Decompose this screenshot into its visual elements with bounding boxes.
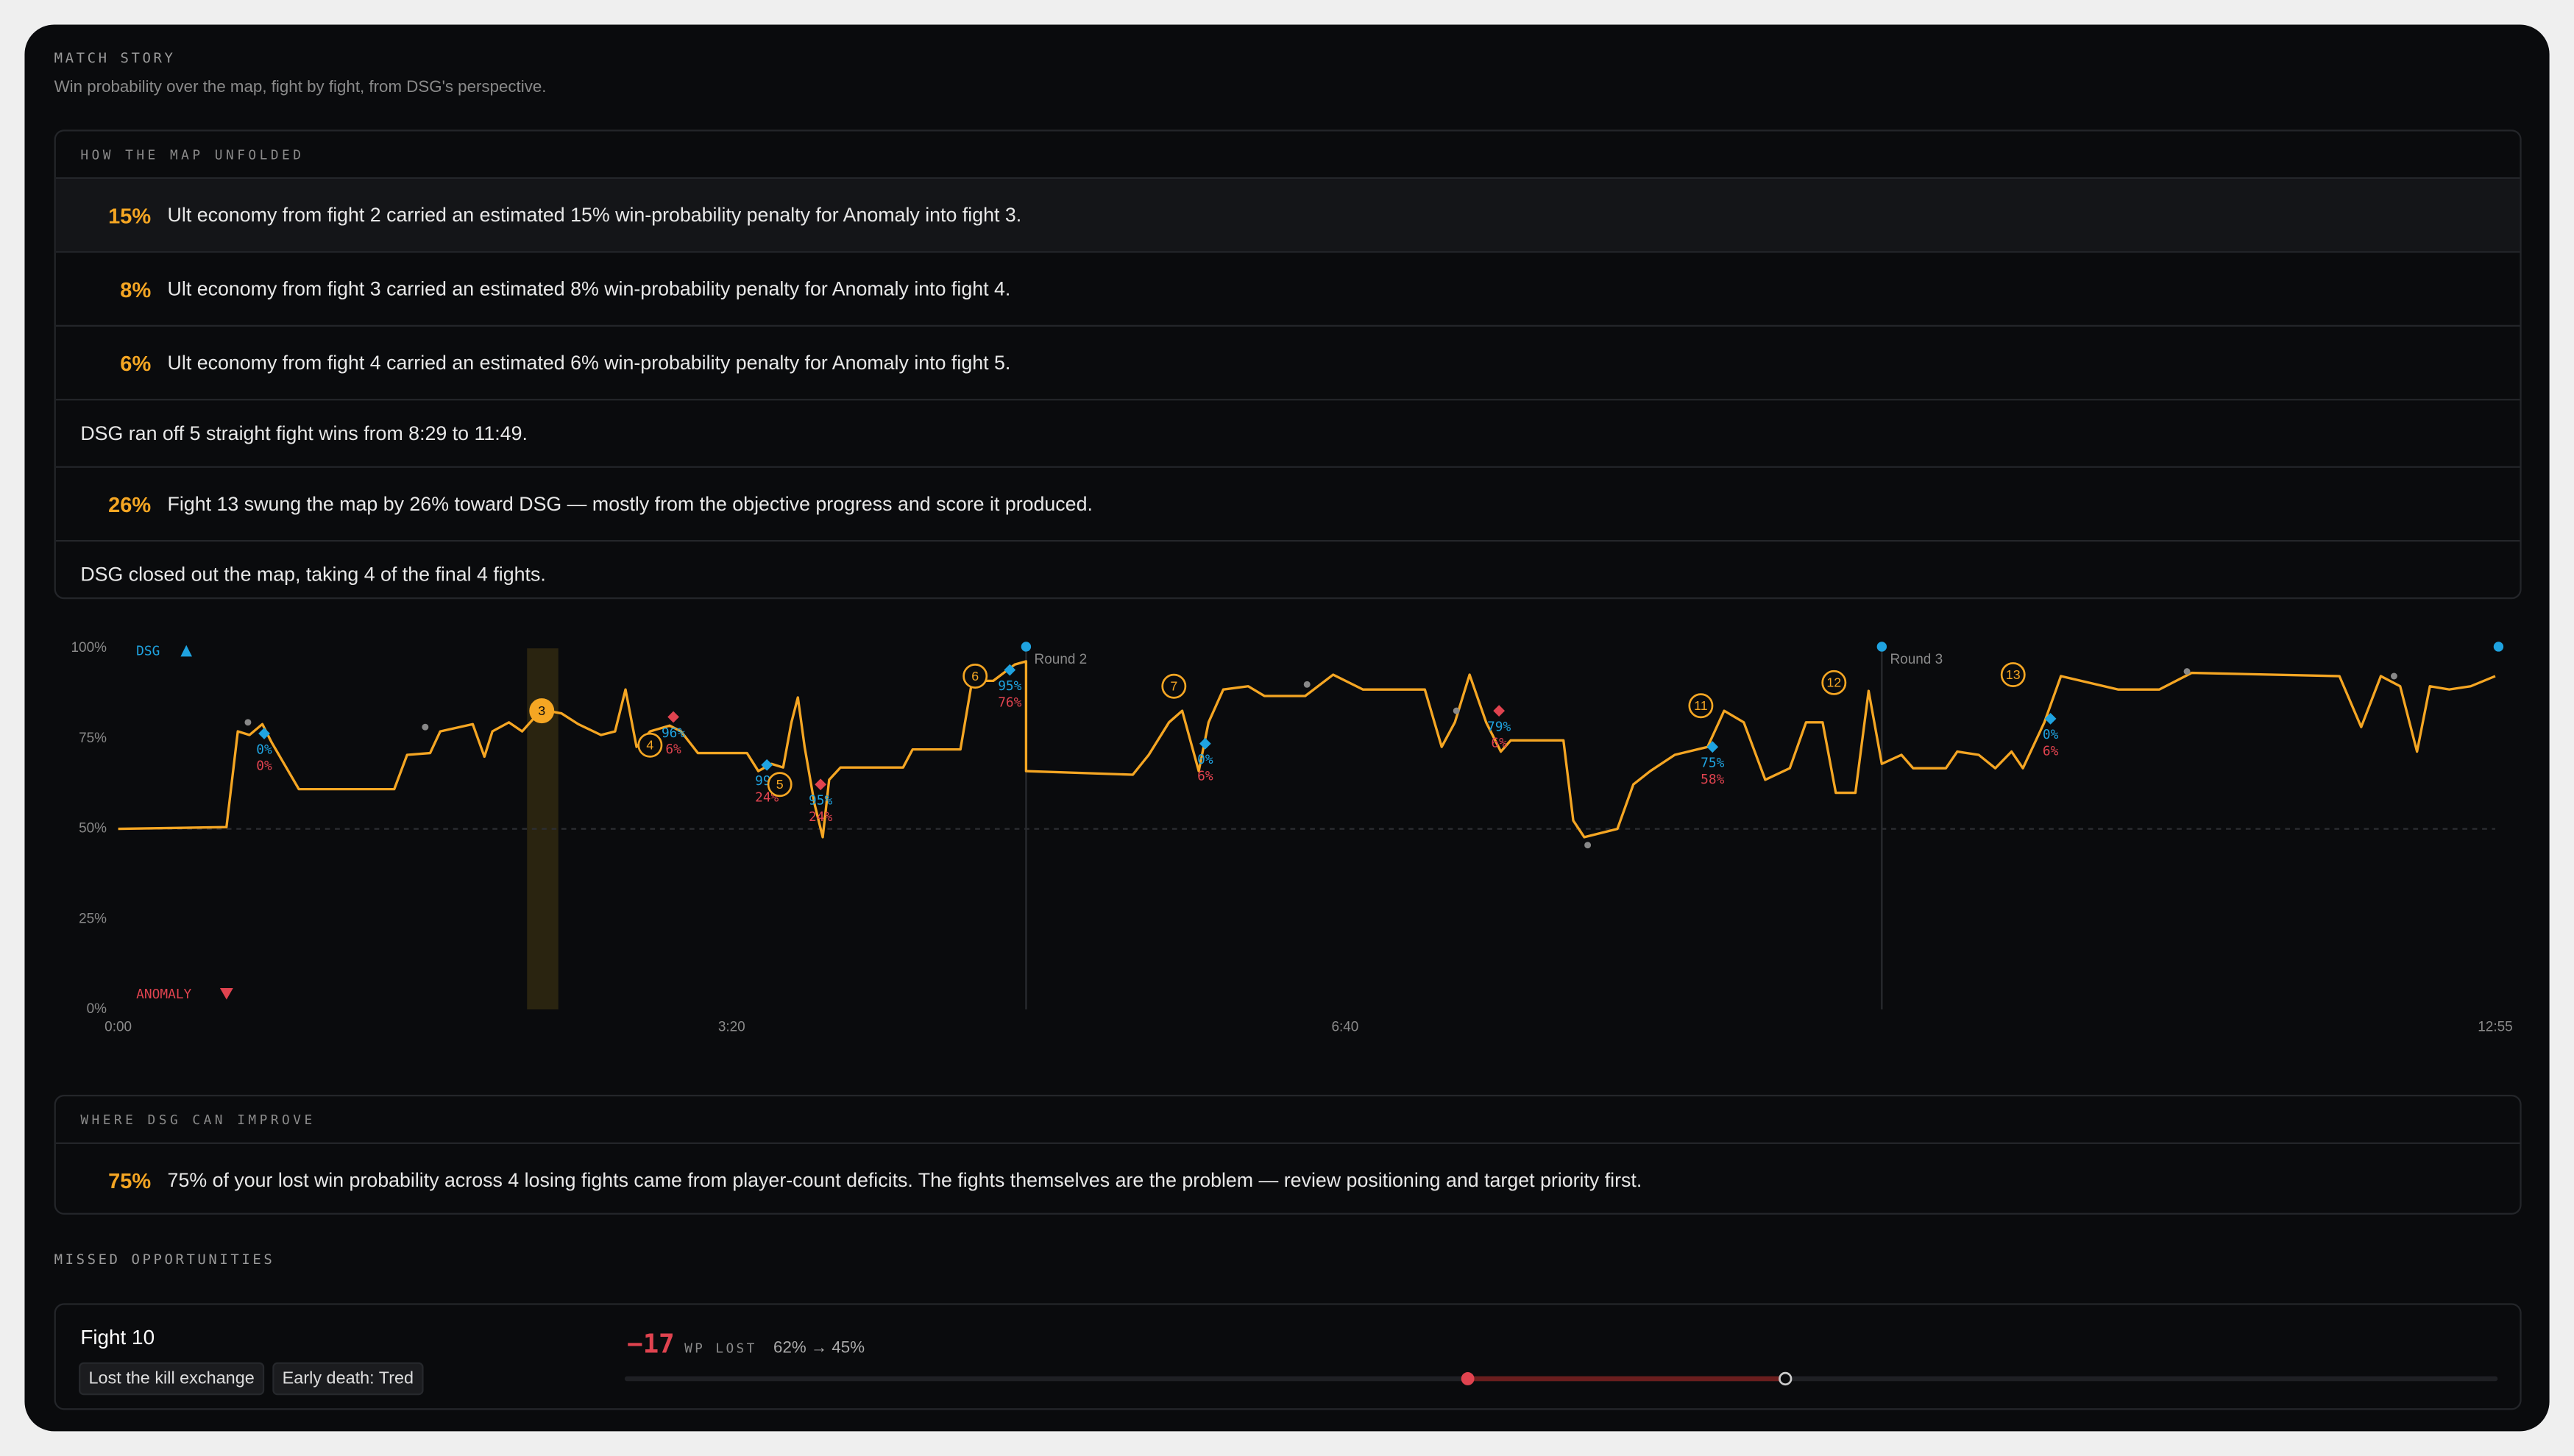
section-title: MATCH STORY [54, 51, 176, 68]
unfolded-box: HOW THE MAP UNFOLDED 15% Ult economy from… [54, 129, 2522, 600]
insight-row: 26% Fight 13 swung the map by 26% toward … [55, 468, 2520, 542]
insight-text: Fight 13 swung the map by 26% toward DSG… [167, 492, 1093, 516]
insight-text: Ult economy from fight 4 carried an esti… [167, 351, 1011, 374]
insight-text: Ult economy from fight 3 carried an esti… [167, 277, 1011, 301]
insight-text: 75% of your lost win probability across … [167, 1168, 1642, 1192]
insight-row: 8% Ult economy from fight 3 carried an es… [55, 253, 2520, 327]
insight-text: DSG closed out the map, taking 4 of the … [80, 563, 546, 586]
highlight: 15% [108, 202, 152, 227]
highlight: 8% [120, 276, 152, 302]
range-label: 62% → 45% [773, 1339, 865, 1357]
insight-row: DSG closed out the map, taking 4 of the … [56, 541, 2520, 597]
tags: Lost the kill exchange Early death: Tred [79, 1362, 432, 1396]
box-title: HOW THE MAP UNFOLDED [55, 131, 2520, 180]
tag: Early death: Tred [272, 1362, 424, 1396]
delta-label: WP LOST [684, 1340, 757, 1356]
insight-row: 75% 75% of your lost win probability acr… [56, 1144, 2520, 1213]
insight-text: Ult economy from fight 2 carried an esti… [167, 203, 1022, 227]
insight-row: 6% Ult economy from fight 4 carried an es… [55, 327, 2520, 401]
insight-text: DSG ran off 5 straight fight wins from 8… [80, 422, 528, 445]
wp-lost: −17 WP LOST 62% → 45% [627, 1328, 865, 1359]
insight-row: DSG ran off 5 straight fight wins from 8… [55, 400, 2520, 468]
fight-name: Fight 10 [80, 1326, 155, 1349]
delta: −17 [627, 1327, 675, 1360]
highlight: 75% [108, 1168, 152, 1193]
highlight: 6% [120, 350, 152, 375]
box-title: WHERE DSG CAN IMPROVE [55, 1096, 2520, 1144]
subtitle: Win probability over the map, fight by f… [54, 79, 547, 97]
section-title: MISSED OPPORTUNITIES [54, 1252, 275, 1269]
highlight: 26% [108, 491, 152, 516]
tag: Lost the kill exchange [79, 1362, 265, 1396]
improve-box: WHERE DSG CAN IMPROVE 75% 75% of your lo… [54, 1095, 2522, 1215]
missed-box: Fight 10 Lost the kill exchange Early dea… [54, 1303, 2522, 1410]
insight-row: 15% Ult economy from fight 2 carried an e… [55, 179, 2520, 253]
